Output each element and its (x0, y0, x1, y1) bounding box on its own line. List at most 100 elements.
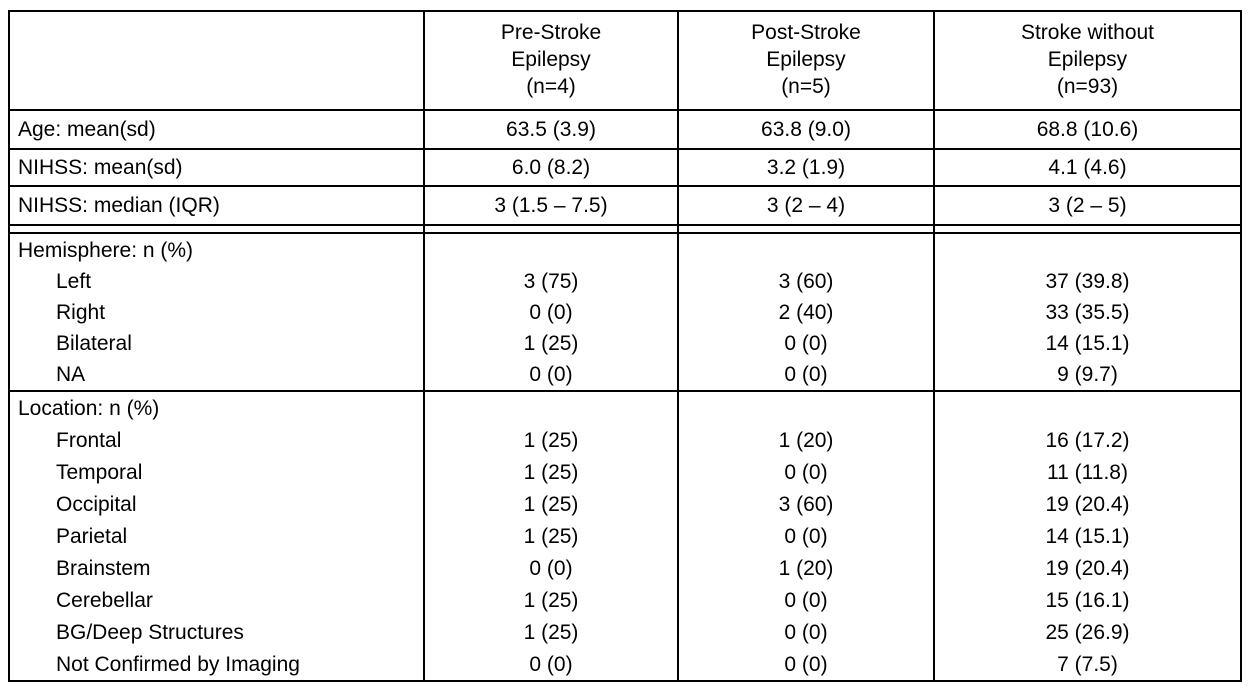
table-row-nihss-mean: NIHSS: mean(sd) 6.0 (8.2) 3.2 (1.9) 4.1 … (10, 148, 1240, 185)
location-notconfirmed-without: 7 (7.5) (1057, 653, 1118, 676)
blank-line (425, 235, 677, 266)
location-bg-pre: 1 (25) (523, 621, 579, 644)
sub-row-label-parietal: Parietal (56, 525, 128, 548)
hemisphere-bilateral-without: 14 (15.1) (1045, 332, 1130, 355)
sub-row-label-not-confirmed: Not Confirmed by Imaging (56, 653, 300, 676)
blank-line (679, 393, 933, 425)
location-frontal-without: 16 (17.2) (1045, 429, 1130, 452)
hemisphere-na-post: 0 (0) (784, 363, 828, 386)
divider-cell (933, 226, 1240, 232)
location-temporal-pre: 1 (25) (523, 461, 579, 484)
divider-cell (423, 226, 677, 232)
location-values-stroke-without: 16 (17.2) 11 (11.8) 19 (20.4) 14 (15.1) … (933, 392, 1240, 682)
hemisphere-values-stroke-without: 37 (39.8) 33 (35.5) 14 (15.1) 9 (9.7) (933, 234, 1240, 390)
sub-row-label-temporal: Temporal (56, 461, 143, 484)
location-occipital-pre: 1 (25) (523, 493, 579, 516)
hemisphere-right-without: 33 (35.5) (1045, 301, 1130, 324)
nihss-median-value-pre-stroke: 3 (1.5 – 7.5) (423, 187, 677, 224)
hemisphere-label-column: Hemisphere: n (%) Left Right Bilateral N… (10, 234, 423, 390)
table-row-age: Age: mean(sd) 63.5 (3.9) 63.8 (9.0) 68.8… (10, 109, 1240, 148)
hemisphere-left-without: 37 (39.8) (1045, 270, 1130, 293)
location-bg-without: 25 (26.9) (1045, 621, 1130, 644)
hemisphere-bilateral-post: 0 (0) (784, 332, 828, 355)
column-title-line: Epilepsy (766, 48, 846, 71)
column-n-count: (n=93) (1056, 75, 1119, 98)
row-label-age: Age: mean(sd) (18, 117, 156, 141)
sub-row-label-cerebellar: Cerebellar (56, 589, 153, 612)
location-bg-post: 0 (0) (784, 621, 828, 644)
table-header-row: Pre-Stroke Epilepsy (n=4) Post-Stroke Ep… (10, 12, 1240, 109)
location-brainstem-post: 1 (20) (778, 557, 834, 580)
age-value-pre-stroke: 63.5 (3.9) (423, 111, 677, 148)
hemisphere-left-post: 3 (60) (778, 270, 834, 293)
hemisphere-left-pre: 3 (75) (523, 270, 579, 293)
header-cell-pre-stroke-epilepsy: Pre-Stroke Epilepsy (n=4) (423, 12, 677, 109)
location-occipital-without: 19 (20.4) (1045, 493, 1130, 516)
row-label-nihss-mean: NIHSS: mean(sd) (18, 155, 183, 179)
location-parietal-pre: 1 (25) (523, 525, 579, 548)
hemisphere-values-post-stroke: 3 (60) 2 (40) 0 (0) 0 (0) (677, 234, 933, 390)
column-title-line: Epilepsy (1047, 48, 1128, 71)
column-n-count: (n=4) (526, 75, 576, 98)
column-title-line: Stroke without (1020, 21, 1155, 44)
sub-row-label-bg-deep-structures: BG/Deep Structures (56, 621, 244, 644)
hemisphere-bilateral-pre: 1 (25) (523, 332, 579, 355)
sub-row-label-bilateral: Bilateral (56, 332, 132, 355)
location-notconfirmed-post: 0 (0) (784, 653, 828, 676)
column-title-line: Pre-Stroke (500, 21, 602, 44)
nihss-mean-value-post-stroke: 3.2 (1.9) (677, 150, 933, 185)
table-section-hemisphere: Hemisphere: n (%) Left Right Bilateral N… (10, 232, 1240, 390)
location-cerebellar-post: 0 (0) (784, 589, 828, 612)
header-cell-stroke-without-epilepsy: Stroke without Epilepsy (n=93) (933, 12, 1240, 109)
sub-row-label-na: NA (56, 363, 86, 386)
sub-row-label-frontal: Frontal (56, 429, 122, 452)
header-cell-post-stroke-epilepsy: Post-Stroke Epilepsy (n=5) (677, 12, 933, 109)
location-frontal-pre: 1 (25) (523, 429, 579, 452)
blank-line (425, 393, 677, 425)
location-brainstem-pre: 0 (0) (529, 557, 573, 580)
hemisphere-right-post: 2 (40) (778, 301, 834, 324)
location-parietal-without: 14 (15.1) (1045, 525, 1130, 548)
age-value-post-stroke: 63.8 (9.0) (677, 111, 933, 148)
cohort-characteristics-table: Pre-Stroke Epilepsy (n=4) Post-Stroke Ep… (8, 10, 1242, 682)
blank-line (935, 235, 1240, 266)
hemisphere-values-pre-stroke: 3 (75) 0 (0) 1 (25) 0 (0) (423, 234, 677, 390)
blank-line (679, 235, 933, 266)
section-label-location: Location: n (%) (18, 397, 160, 420)
column-n-count: (n=5) (781, 75, 831, 98)
location-brainstem-without: 19 (20.4) (1045, 557, 1130, 580)
divider-cell (10, 226, 423, 232)
sub-row-label-right: Right (56, 301, 106, 324)
blank-line (935, 393, 1240, 425)
sub-row-label-brainstem: Brainstem (56, 557, 151, 580)
location-values-post-stroke: 1 (20) 0 (0) 3 (60) 0 (0) 1 (20) 0 (0) 0… (677, 392, 933, 682)
location-values-pre-stroke: 1 (25) 1 (25) 1 (25) 1 (25) 0 (0) 1 (25)… (423, 392, 677, 682)
nihss-mean-value-pre-stroke: 6.0 (8.2) (423, 150, 677, 185)
location-label-column: Location: n (%) Frontal Temporal Occipit… (10, 392, 423, 682)
hemisphere-na-without: 9 (9.7) (1057, 363, 1118, 386)
location-frontal-post: 1 (20) (778, 429, 834, 452)
hemisphere-right-pre: 0 (0) (529, 301, 573, 324)
nihss-median-value-stroke-without: 3 (2 – 5) (933, 187, 1240, 224)
table-section-location: Location: n (%) Frontal Temporal Occipit… (10, 390, 1240, 682)
divider-cell (677, 226, 933, 232)
sub-row-label-occipital: Occipital (56, 493, 137, 516)
location-temporal-post: 0 (0) (784, 461, 828, 484)
nihss-mean-value-stroke-without: 4.1 (4.6) (933, 150, 1240, 185)
location-parietal-post: 0 (0) (784, 525, 828, 548)
row-label-nihss-median: NIHSS: median (IQR) (18, 193, 220, 217)
hemisphere-na-pre: 0 (0) (529, 363, 573, 386)
section-label-hemisphere: Hemisphere: n (%) (18, 239, 194, 262)
column-title-line: Post-Stroke (751, 21, 861, 44)
double-rule-divider (10, 224, 1240, 232)
location-temporal-without: 11 (11.8) (1047, 461, 1128, 484)
location-cerebellar-without: 15 (16.1) (1045, 589, 1130, 612)
nihss-median-value-post-stroke: 3 (2 – 4) (677, 187, 933, 224)
column-title-line: Epilepsy (511, 48, 591, 71)
location-notconfirmed-pre: 0 (0) (529, 653, 573, 676)
header-empty-cell (10, 12, 423, 109)
location-occipital-post: 3 (60) (778, 493, 834, 516)
age-value-stroke-without: 68.8 (10.6) (933, 111, 1240, 148)
location-cerebellar-pre: 1 (25) (523, 589, 579, 612)
table-row-nihss-median: NIHSS: median (IQR) 3 (1.5 – 7.5) 3 (2 –… (10, 185, 1240, 224)
